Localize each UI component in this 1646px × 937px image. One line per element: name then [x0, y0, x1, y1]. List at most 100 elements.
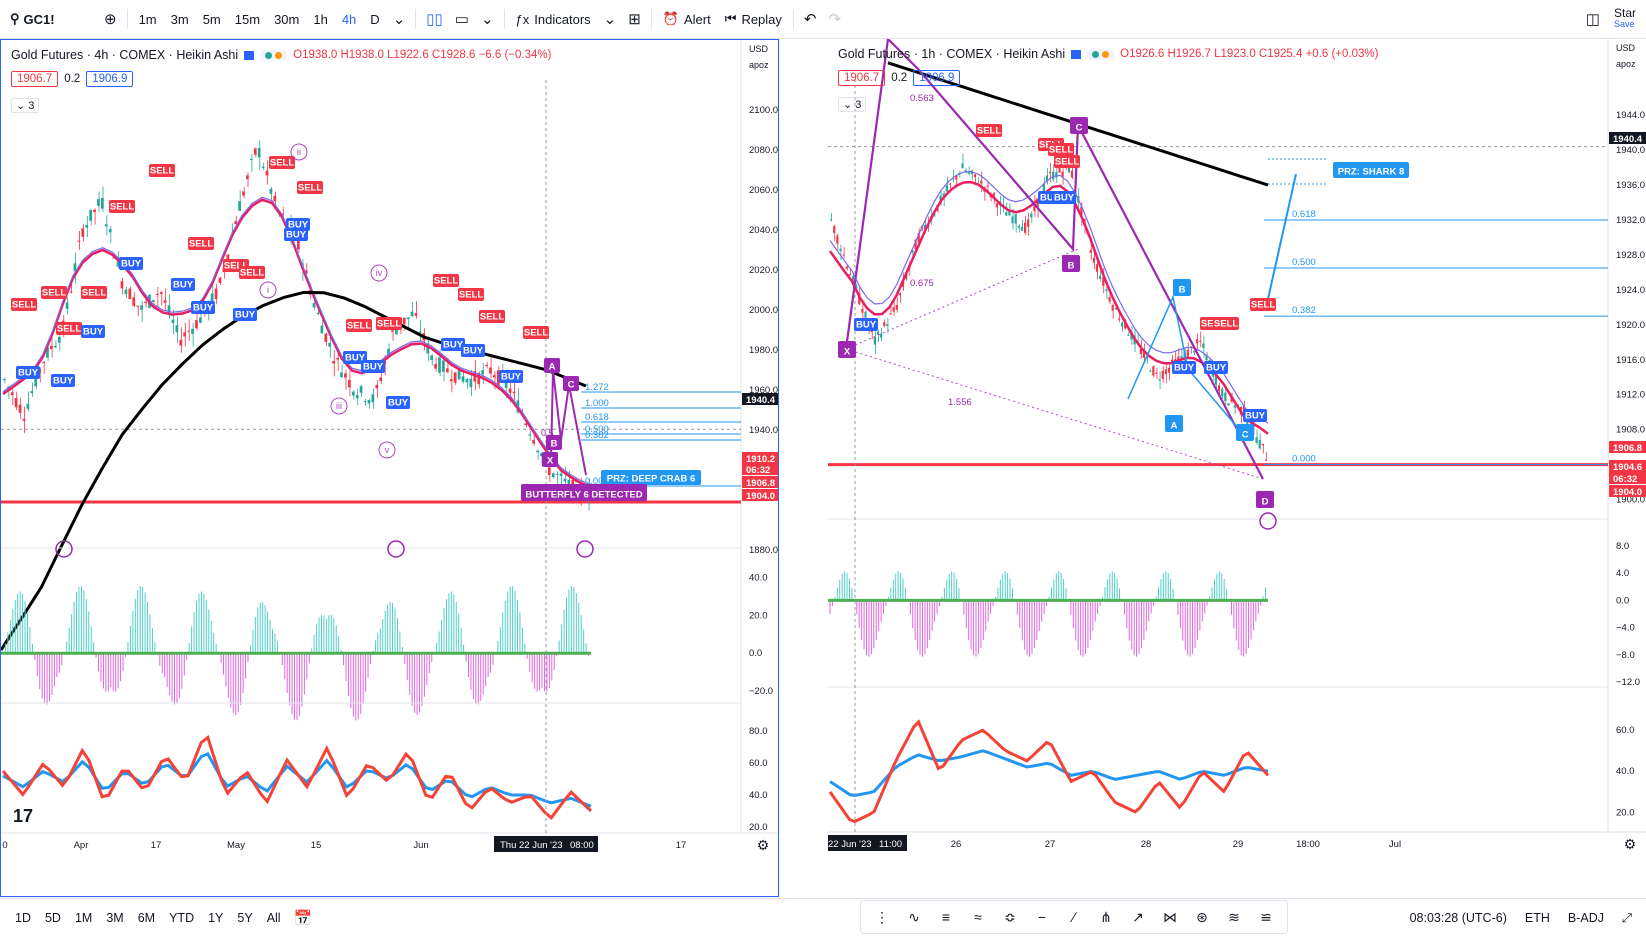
left-fib-label: 1.000	[585, 398, 609, 409]
calendar-icon[interactable]: 📅	[293, 910, 313, 927]
interval-1h[interactable]: 1h	[313, 11, 328, 27]
right_chart-candle-body	[1139, 349, 1142, 355]
right_chart-rsi-red	[828, 719, 1270, 824]
horizontal-line-icon[interactable]: −	[1037, 909, 1047, 925]
xabcd-tool-icon[interactable]: ⋈	[1163, 908, 1177, 925]
drag-handle-icon[interactable]: ⋮	[875, 908, 889, 925]
left-ask-button[interactable]: 1906.9	[86, 71, 134, 87]
left-chart-canvas[interactable]: USD apoz 2100.0 2080.0 2060.0 2040.0 2020.0 200…	[1, 40, 778, 896]
bars-icon[interactable]: ▭	[454, 11, 469, 28]
right_chart-candle-body	[1045, 175, 1049, 182]
gann-tool-icon[interactable]: ⊛	[1196, 908, 1208, 925]
right-indicator-collapse[interactable]: ⌄ 3	[838, 97, 867, 112]
sell-signal-bg	[433, 274, 459, 287]
range-6m[interactable]: 6M	[137, 911, 156, 925]
range-ytd[interactable]: YTD	[169, 911, 195, 925]
left_chart-candle-body	[155, 293, 159, 295]
sell-signal-bg	[346, 319, 372, 332]
left_chart-candle-body	[108, 228, 112, 233]
session-toggle[interactable]: ETH	[1524, 910, 1550, 925]
left_chart-candle-body	[567, 479, 571, 488]
redo-icon[interactable]: ↷	[828, 11, 842, 28]
clock-readout[interactable]: 08:03:28 (UTC-6)	[1409, 910, 1507, 925]
range-3m[interactable]: 3M	[106, 911, 124, 925]
right_chart-cursor-date: Thu 22 Jun '23	[828, 839, 872, 850]
alert-button[interactable]: ⏰ Alert	[656, 0, 718, 38]
left_chart-candle-body	[77, 240, 81, 242]
settings-lines-icon[interactable]: ≌	[1260, 908, 1272, 925]
trend-line-icon[interactable]: ∕	[1072, 909, 1076, 925]
left_chart-price-tick: 1940.0	[749, 425, 778, 436]
symbol-search[interactable]: ⚲ GC1!	[0, 11, 98, 27]
candles-icon[interactable]: ▯▯	[426, 11, 443, 28]
right_chart-price-tick: 1932.0	[1616, 215, 1645, 226]
interval-30m[interactable]: 30m	[274, 11, 300, 27]
interval-D[interactable]: D	[370, 11, 380, 27]
left_chart-time-tick: Apr	[74, 840, 89, 851]
replay-button[interactable]: ⏮ Replay	[718, 0, 789, 38]
interval-3m[interactable]: 3m	[170, 11, 189, 27]
left-fib-label: 1.272	[585, 382, 609, 393]
fib-tool-icon[interactable]: ≡	[941, 909, 951, 925]
add-symbol-icon[interactable]: ⊕	[104, 11, 117, 28]
undo-icon[interactable]: ↶	[803, 11, 817, 28]
interval-1m[interactable]: 1m	[138, 11, 157, 27]
range-all[interactable]: All	[266, 911, 281, 925]
right_chart-candle-body	[842, 254, 845, 256]
chevron-down-icon[interactable]: ⌄	[480, 11, 494, 28]
event-marker-icon[interactable]	[576, 540, 594, 558]
layout-icon[interactable]: ◫	[1585, 11, 1600, 28]
event-marker-icon[interactable]	[387, 540, 405, 558]
indicators-button[interactable]: ƒx Indicators	[509, 0, 598, 38]
left_chart-candle-body	[116, 261, 120, 267]
save-button[interactable]: Star Save	[1614, 7, 1636, 30]
left_chart-time-tick: 17	[676, 840, 687, 851]
left-indicator-collapse[interactable]: ⌄ 3	[11, 98, 40, 113]
adjust-toggle[interactable]: B-ADJ	[1567, 910, 1604, 925]
right_chart-settings-icon[interactable]: ⚙	[1624, 836, 1637, 852]
right-price-tag-bg	[1609, 441, 1646, 453]
right-bid-button[interactable]: 1906.7	[838, 70, 886, 86]
right_chart-candle-body	[1111, 304, 1114, 311]
range-5y[interactable]: 5Y	[237, 911, 253, 925]
chevron-down-icon[interactable]: ⌄	[392, 11, 406, 28]
left-price-tag: 1906.8	[746, 478, 775, 489]
right_chart-candle-body	[848, 274, 851, 276]
right_chart-candle-body	[945, 185, 948, 192]
left_chart-settings-icon[interactable]: ⚙	[757, 837, 770, 853]
ray-tool-icon[interactable]: ↗	[1132, 908, 1144, 925]
left-chart-pane[interactable]: USD apoz 2100.0 2080.0 2060.0 2040.0 2020.0 200…	[0, 39, 779, 897]
sell-signal: SELL	[377, 319, 401, 330]
sell-signal: SELL	[224, 261, 248, 272]
interval-5m[interactable]: 5m	[202, 11, 221, 27]
right_chart-candle-body	[1155, 372, 1158, 374]
right-ask-button[interactable]: 1906.9	[913, 70, 961, 86]
right_chart-candle-body	[1117, 318, 1121, 320]
left_chart-candle-body	[183, 332, 187, 337]
right-chart-canvas[interactable]: USD apoz 1944.0 1940.0 1936.0 1932.0 1928.0 192…	[828, 39, 1646, 895]
expand-icon[interactable]: ⤢	[1621, 910, 1632, 925]
fib-channel-icon[interactable]: ≋	[1228, 908, 1240, 925]
buy-signal: BUY	[1054, 193, 1075, 204]
layout-grid-icon[interactable]: ⊞	[628, 11, 641, 28]
wave-tool-icon[interactable]: ≈	[974, 909, 982, 925]
event-marker-icon[interactable]	[1259, 512, 1277, 530]
range-1d[interactable]: 1D	[15, 911, 31, 925]
range-5d[interactable]: 5D	[44, 911, 61, 925]
interval-15m[interactable]: 15m	[234, 11, 261, 27]
right_chart-candle-body	[992, 193, 995, 197]
left-bid-button[interactable]: 1906.7	[11, 71, 59, 87]
buy-signal: BUY	[121, 259, 142, 270]
indicators-icon: ƒx	[515, 11, 530, 27]
left_chart-price-tick: 2040.0	[749, 225, 778, 236]
range-1m[interactable]: 1M	[74, 911, 93, 925]
chevron-down-icon[interactable]: ⌄	[603, 11, 617, 28]
event-marker-icon[interactable]	[55, 540, 73, 558]
range-1y[interactable]: 1Y	[208, 911, 224, 925]
channel-tool-icon[interactable]: ≎	[1004, 908, 1016, 925]
interval-4h[interactable]: 4h	[341, 11, 357, 27]
fork-tool-icon[interactable]: ⋔	[1100, 908, 1112, 925]
right-chart-pane[interactable]: USD apoz 1944.0 1940.0 1936.0 1932.0 1928.0 192…	[828, 39, 1646, 897]
pattern-tool-icon[interactable]: ∿	[908, 908, 920, 925]
right_chart-price-tick: 1916.0	[1616, 355, 1645, 366]
